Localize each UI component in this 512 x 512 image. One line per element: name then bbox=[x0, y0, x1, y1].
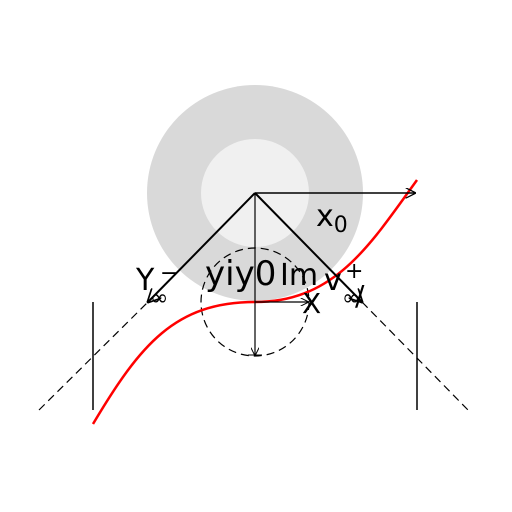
label-im: Im bbox=[280, 258, 318, 293]
label-v-plus-mark: / bbox=[355, 279, 365, 312]
dashed-right-diagonal bbox=[361, 301, 469, 411]
label-center: yiy0 bbox=[205, 254, 276, 294]
label-y-minus: Y bbox=[135, 263, 155, 298]
label-x: X bbox=[302, 287, 321, 320]
solid-left-diagonal bbox=[148, 192, 256, 302]
label-y-minus-sub: ∞ bbox=[150, 286, 168, 311]
label-v-plus: v bbox=[324, 263, 342, 298]
label-v-plus-sup: + bbox=[345, 259, 363, 284]
label-x0: x0 bbox=[316, 199, 348, 238]
label-v-plus-sub: ∞ bbox=[342, 286, 360, 311]
solid-right-diagonal bbox=[254, 192, 362, 302]
label-y-minus-sup: − bbox=[160, 261, 178, 286]
